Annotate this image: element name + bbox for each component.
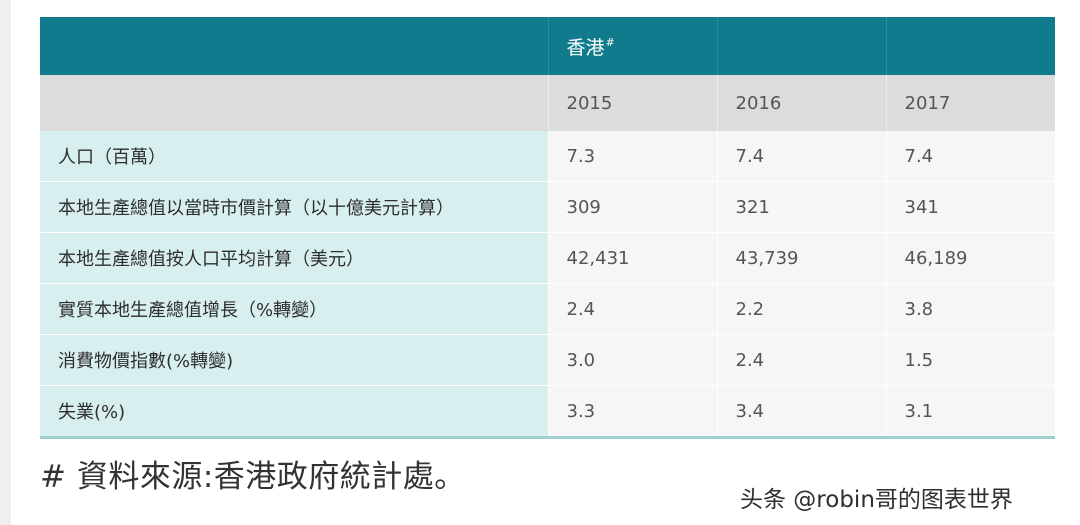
year-header-2015: 2015: [548, 75, 718, 131]
row-value: 3.8: [886, 283, 1055, 335]
row-value: 2.4: [717, 334, 887, 386]
region-header-blank-2: [717, 17, 887, 75]
region-label: 香港#: [566, 36, 615, 59]
row-value: 3.0: [548, 334, 718, 386]
row-value: 3.4: [717, 385, 887, 439]
row-value: 2.2: [717, 283, 887, 335]
row-value: 3.3: [548, 385, 718, 439]
table-row: 本地生產總值以當時市價計算（以十億美元計算） 309 321 341: [40, 181, 1055, 233]
row-value: 7.4: [886, 131, 1055, 182]
row-label: 失業(%): [40, 385, 549, 439]
region-header-cell: 香港#: [548, 17, 718, 75]
row-value: 7.4: [717, 131, 887, 182]
row-label: 人口（百萬）: [40, 131, 549, 182]
row-label: 本地生產總值以當時市價計算（以十億美元計算）: [40, 181, 549, 233]
region-header-blank-3: [886, 17, 1055, 75]
row-value: 43,739: [717, 232, 887, 284]
region-header-blank: [40, 17, 549, 75]
row-value: 42,431: [548, 232, 718, 284]
left-edge-strip: [0, 0, 11, 525]
row-value: 7.3: [548, 131, 718, 182]
row-value: 2.4: [548, 283, 718, 335]
economic-indicators-table: 香港# 2015 2016 2017 人口（百萬） 7.3 7.4 7.4 本地…: [40, 17, 1055, 439]
year-header-blank: [40, 75, 549, 131]
table-row: 消費物價指數(%轉變) 3.0 2.4 1.5: [40, 334, 1055, 386]
row-value: 1.5: [886, 334, 1055, 386]
table-row: 實質本地生產總值增長（%轉變） 2.4 2.2 3.8: [40, 283, 1055, 335]
table-row: 人口（百萬） 7.3 7.4 7.4: [40, 131, 1055, 182]
region-header-row: 香港#: [40, 17, 1055, 75]
region-marker: #: [605, 36, 615, 50]
year-header-2016: 2016: [717, 75, 887, 131]
table-row: 失業(%) 3.3 3.4 3.1: [40, 385, 1055, 439]
row-label: 消費物價指數(%轉變): [40, 334, 549, 386]
year-header-2017: 2017: [886, 75, 1055, 131]
row-value: 341: [886, 181, 1055, 233]
row-value: 321: [717, 181, 887, 233]
data-table: 香港# 2015 2016 2017 人口（百萬） 7.3 7.4 7.4 本地…: [40, 17, 1055, 439]
table-row: 本地生產總值按人口平均計算（美元） 42,431 43,739 46,189: [40, 232, 1055, 284]
source-note: # 資料來源:香港政府統計處。: [40, 459, 466, 495]
row-label: 本地生產總值按人口平均計算（美元）: [40, 232, 549, 284]
watermark: 头条 @robin哥的图表世界: [740, 487, 1013, 513]
row-label: 實質本地生產總值增長（%轉變）: [40, 283, 549, 335]
year-header-row: 2015 2016 2017: [40, 75, 1055, 131]
row-value: 46,189: [886, 232, 1055, 284]
row-value: 3.1: [886, 385, 1055, 439]
row-value: 309: [548, 181, 718, 233]
